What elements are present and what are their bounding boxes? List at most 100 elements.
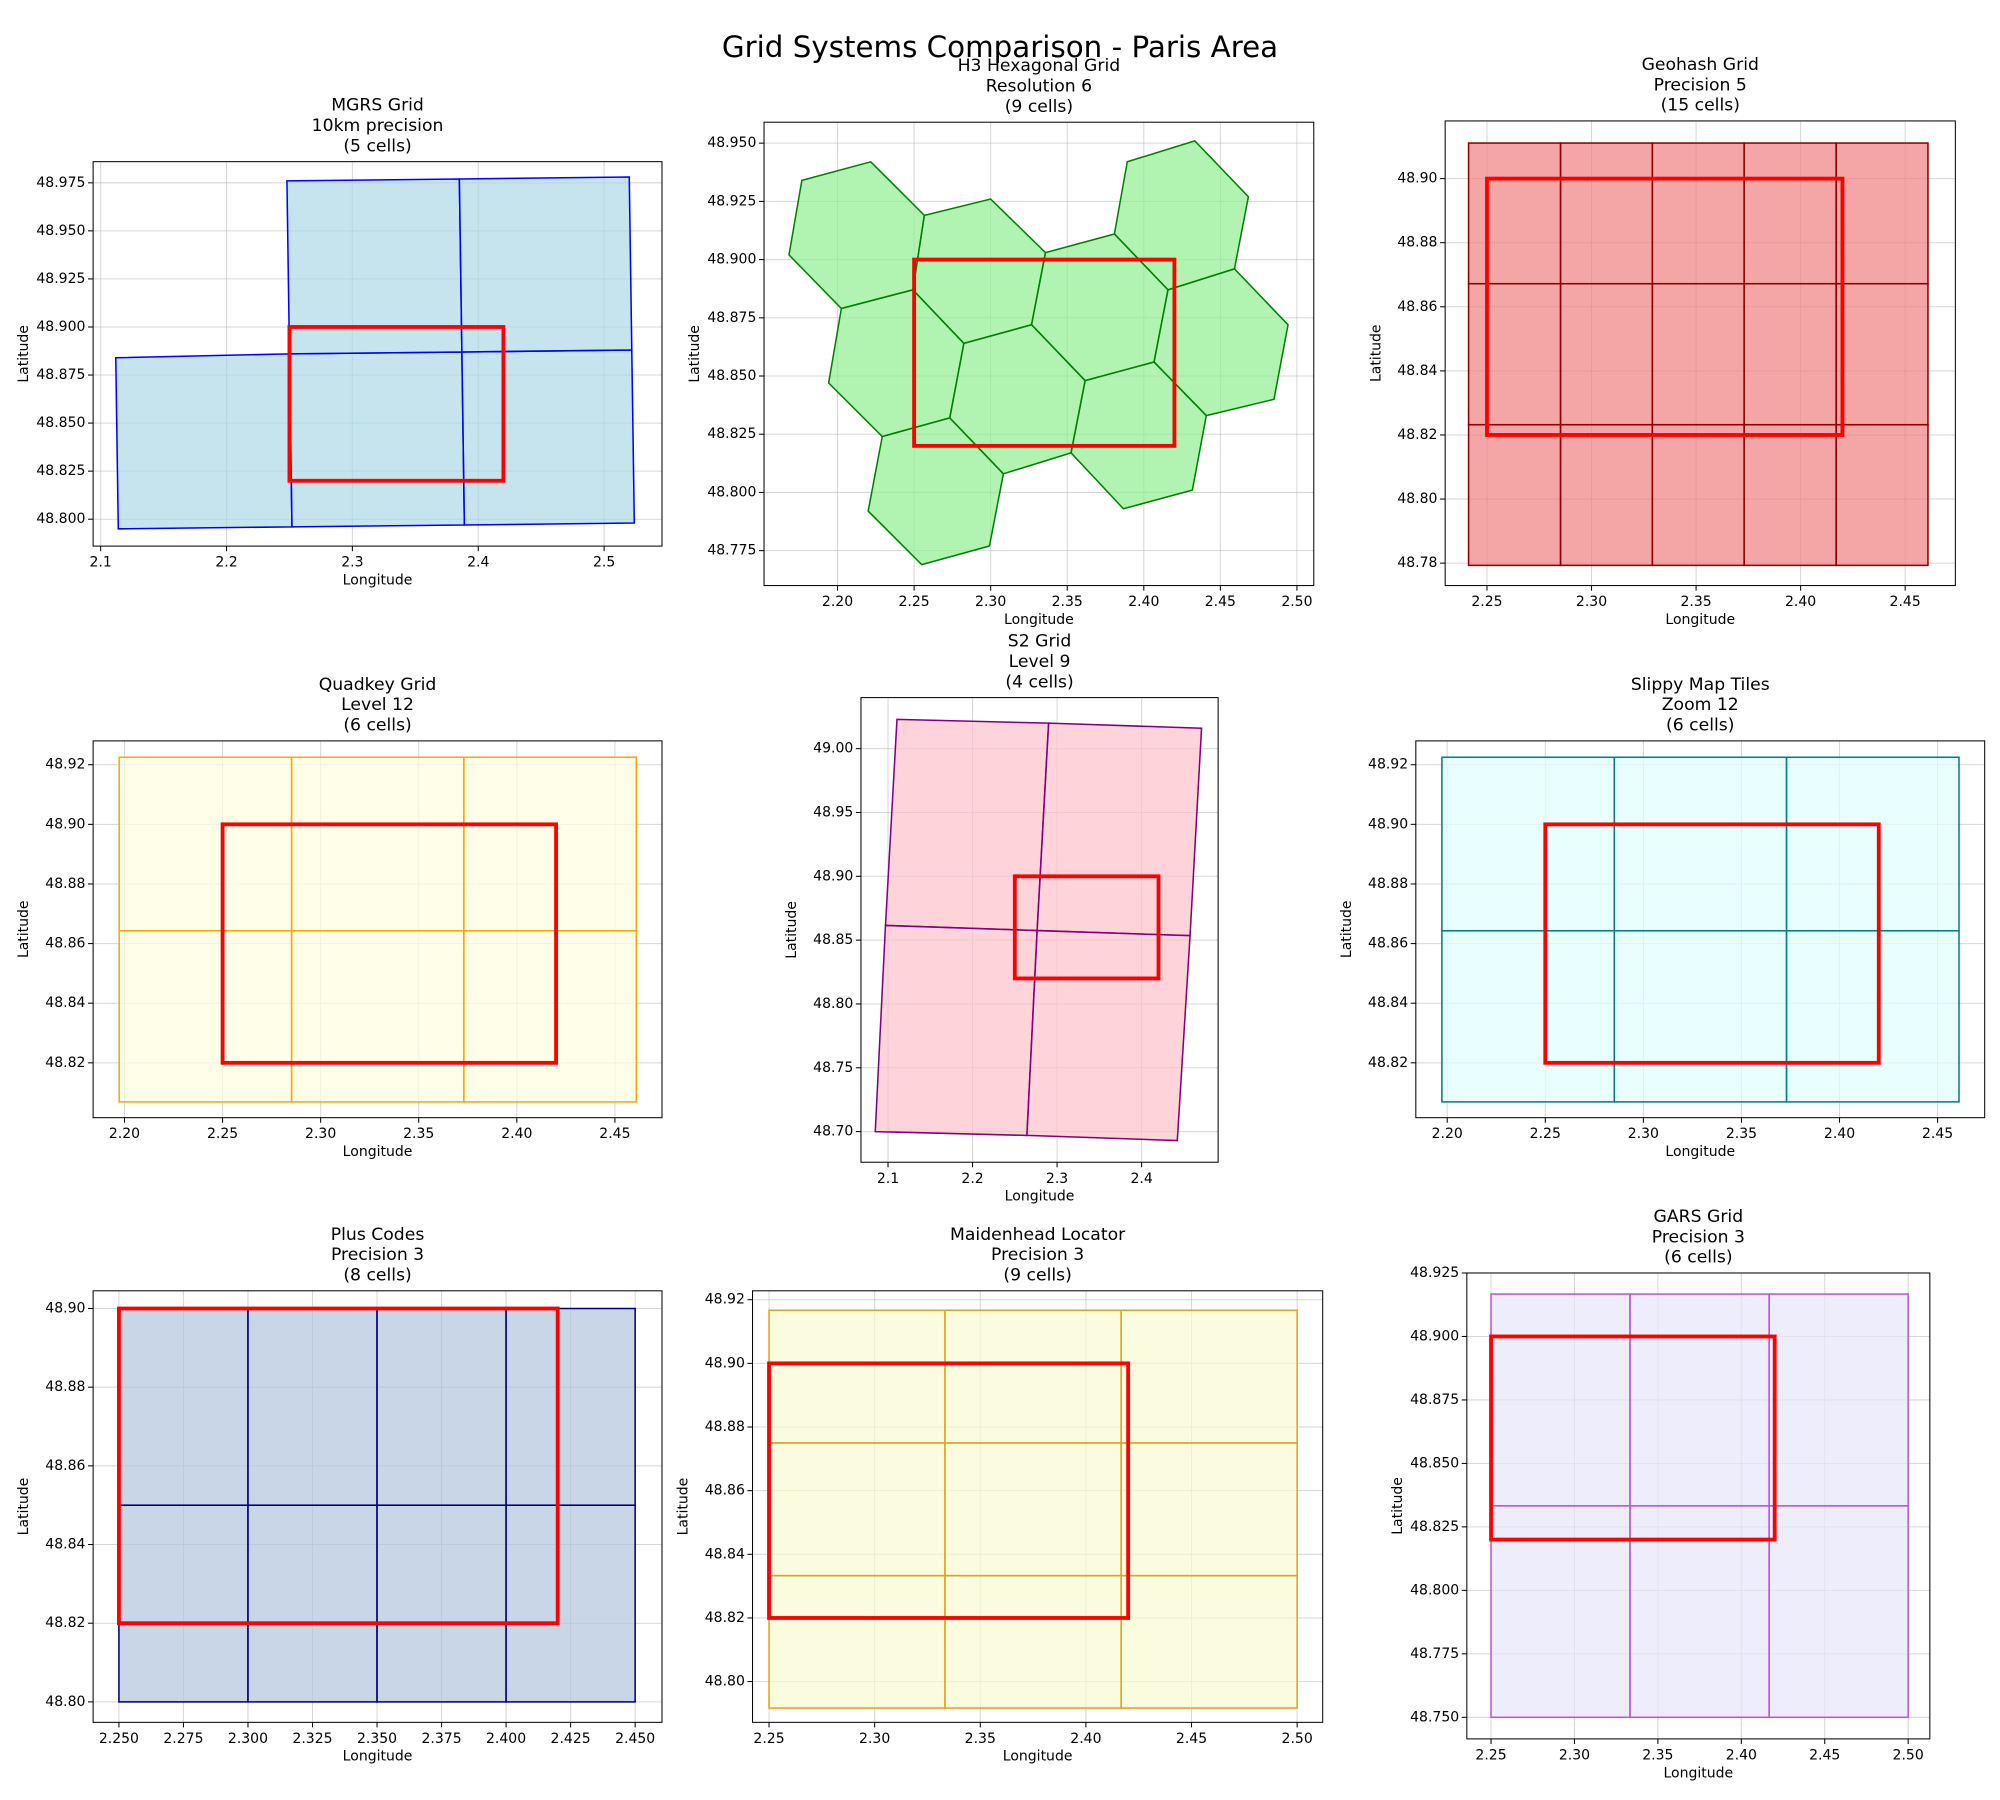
chart-title: GARS Grid (1654, 1207, 1744, 1227)
grid-cell (1651, 423, 1745, 567)
y-tick-label: 48.800 (1410, 1582, 1459, 1598)
figure-title: Grid Systems Comparison - Paris Area (722, 30, 1278, 64)
x-tick-label: 2.30 (1628, 1126, 1659, 1142)
y-axis-label: Latitude (16, 325, 32, 383)
grid-cell (1467, 423, 1562, 567)
grid-cell (1559, 282, 1654, 426)
x-tick-label: 2.450 (615, 1731, 655, 1747)
x-tick-label: 2.45 (1205, 594, 1236, 610)
x-tick-label: 2.35 (1680, 594, 1711, 610)
grid-cell (1070, 361, 1208, 510)
y-tick-label: 48.92 (1368, 757, 1408, 773)
y-axis-label: Latitude (1368, 324, 1384, 382)
x-tick-label: 2.3 (341, 555, 363, 571)
y-tick-label: 48.900 (1410, 1328, 1459, 1344)
x-tick-label: 2.400 (486, 1731, 526, 1747)
y-axis-label: Latitude (687, 325, 703, 383)
x-tick-label: 2.45 (1890, 594, 1921, 610)
y-tick-label: 48.86 (1368, 936, 1408, 952)
grid-cell (1768, 1505, 1909, 1719)
grid-cell (768, 1574, 946, 1709)
grid-cell (1613, 930, 1788, 1103)
grid-cell (1490, 1293, 1631, 1507)
x-tick-label: 2.325 (292, 1731, 332, 1747)
chart-title: Precision 5 (1654, 75, 1747, 95)
grid-cell (874, 924, 1038, 1137)
grid-cell (461, 349, 636, 526)
x-axis-label: Longitude (1003, 1749, 1073, 1765)
x-tick-label: 2.3 (1046, 1171, 1068, 1187)
x-tick-label: 2.425 (551, 1731, 591, 1747)
chart-title: (6 cells) (343, 716, 411, 736)
chart-title: Precision 3 (331, 1245, 424, 1265)
y-axis-label: Latitude (16, 1478, 32, 1536)
bounding-box (1485, 176, 1845, 437)
x-tick-label: 2.45 (1922, 1126, 1953, 1142)
grid-cell (944, 1574, 1122, 1709)
y-tick-label: 48.825 (1410, 1519, 1459, 1535)
x-tick-label: 2.40 (1128, 594, 1159, 610)
x-tick-label: 2.50 (1281, 594, 1312, 610)
x-tick-label: 2.25 (1471, 594, 1502, 610)
x-tick-label: 2.35 (1642, 1747, 1673, 1763)
x-tick-label: 2.30 (1576, 594, 1607, 610)
grid-cell (118, 1504, 249, 1703)
y-tick-label: 48.80 (1397, 491, 1437, 507)
x-tick-label: 2.4 (1130, 1171, 1152, 1187)
bounding-box (1543, 822, 1881, 1065)
y-tick-label: 48.850 (1410, 1455, 1459, 1471)
x-tick-label: 2.40 (1726, 1747, 1757, 1763)
grid-cell (1785, 756, 1960, 932)
y-tick-label: 48.800 (36, 511, 85, 527)
x-tick-label: 2.30 (859, 1731, 890, 1747)
y-tick-label: 48.950 (707, 135, 756, 151)
chart-title: Quadkey Grid (319, 675, 437, 695)
x-axis-label: Longitude (1663, 1765, 1733, 1781)
x-axis-label: Longitude (343, 572, 413, 588)
y-tick-label: 48.900 (36, 319, 85, 335)
y-tick-label: 48.925 (707, 193, 756, 209)
grid-cell (1651, 282, 1745, 426)
y-tick-label: 48.88 (1397, 235, 1437, 251)
y-tick-label: 48.82 (1397, 427, 1437, 443)
y-tick-label: 48.70 (813, 1124, 853, 1140)
y-tick-label: 48.850 (707, 368, 756, 384)
axes-frame (92, 1290, 663, 1723)
grid-cell (1743, 423, 1837, 567)
chart-title: (4 cells) (1005, 672, 1073, 692)
chart-title: (9 cells) (1005, 97, 1073, 117)
grid-cell (247, 1504, 378, 1703)
y-axis-label: Latitude (1390, 1477, 1406, 1535)
grid-cell (1835, 142, 1929, 285)
x-tick-label: 2.45 (599, 1126, 630, 1142)
chart-title: Level 12 (341, 695, 414, 715)
grid-cell (463, 930, 638, 1103)
x-tick-label: 2.4 (467, 555, 489, 571)
y-tick-label: 48.800 (707, 484, 756, 500)
x-tick-label: 2.30 (305, 1126, 336, 1142)
y-tick-label: 48.86 (45, 936, 85, 952)
grid-cell (376, 1307, 507, 1506)
y-tick-label: 48.90 (45, 816, 85, 832)
x-tick-label: 2.50 (1282, 1731, 1313, 1747)
x-axis-label: Longitude (1005, 1189, 1075, 1205)
chart-title: (6 cells) (1664, 1248, 1732, 1268)
x-tick-label: 2.25 (1475, 1747, 1506, 1763)
grid-cell (376, 1504, 507, 1703)
x-tick-label: 2.2 (961, 1171, 983, 1187)
bounding-box (912, 257, 1177, 448)
chart-title: 10km precision (312, 116, 444, 136)
grid-cell (768, 1309, 946, 1444)
chart-title: Slippy Map Tiles (1631, 675, 1770, 695)
x-tick-label: 2.30 (975, 594, 1006, 610)
x-tick-label: 2.35 (1052, 594, 1083, 610)
x-axis-label: Longitude (343, 1144, 413, 1160)
x-tick-label: 2.25 (898, 594, 929, 610)
x-tick-label: 2.275 (163, 1731, 203, 1747)
y-tick-label: 48.975 (36, 175, 85, 191)
axes-frame (92, 161, 663, 547)
y-tick-label: 48.925 (1410, 1265, 1459, 1281)
grid-cell (505, 1504, 636, 1703)
x-tick-label: 2.40 (1785, 594, 1816, 610)
